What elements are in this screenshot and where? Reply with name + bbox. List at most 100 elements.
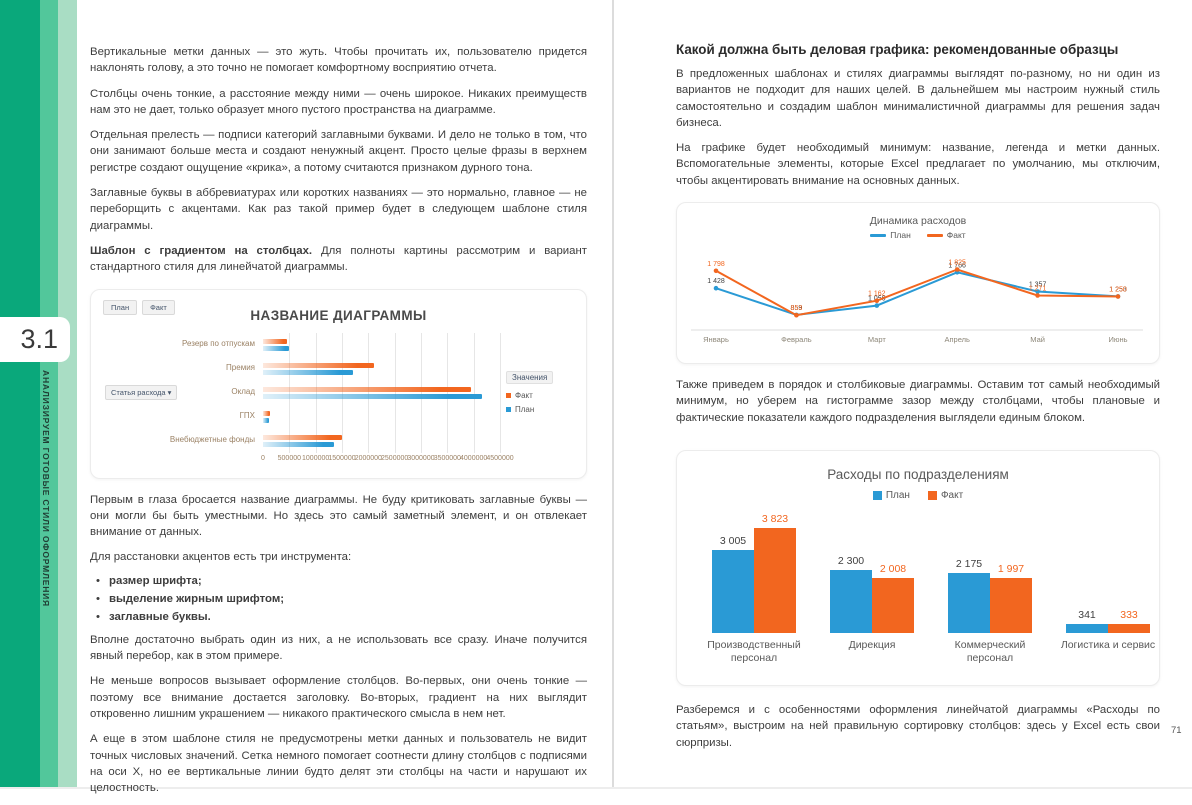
legend-item-План: План (870, 230, 911, 240)
gridline (447, 332, 449, 453)
slicer-button-Факт: Факт (142, 299, 175, 315)
data-label-Факт: 1 825 (948, 260, 966, 267)
bar-row (263, 357, 500, 381)
series-line-План (715, 271, 1119, 316)
bar-Факт-0 (263, 338, 287, 344)
month-label: Январь (703, 335, 729, 344)
column-pair: 3 005 3 823 (712, 513, 796, 634)
hbar-chart-body: Статья расхода ▾ Резерв по отпускам Преми… (105, 332, 572, 453)
sidebar-stripe-mid (40, 0, 58, 789)
data-label-План: 1 357 (1029, 282, 1047, 289)
column-group: 2 175 1 997 Коммерческий персонал (931, 558, 1049, 669)
bar-План-2 (948, 573, 990, 634)
paragraph: На графике будет необходимый минимум: на… (676, 142, 1160, 187)
gradient-bar-chart-card: План Факт НАЗВАНИЕ ДИАГРАММЫ Статья расхо… (90, 288, 587, 479)
category-label: Производственный персонал (707, 639, 801, 665)
line-chart-card: Динамика расходов План Факт Январь Февраль… (676, 202, 1160, 365)
legend-item-Факт: Факт (506, 391, 533, 400)
marker-План (874, 303, 880, 308)
page-heading: Какой должна быть деловая графика: реком… (676, 42, 1119, 57)
bar-Факт-1 (263, 362, 374, 368)
lead-bold: Шаблон с градиентом на столбцах. (90, 244, 313, 257)
bar-wrap: 2 175 (948, 558, 990, 634)
sidebar-stripe-dark (0, 0, 40, 789)
data-label-План: 341 (1078, 608, 1096, 621)
x-tick: 2500000 (381, 454, 409, 462)
legend-label: План (885, 489, 910, 501)
category-label: Внебюджетные фонды (169, 435, 255, 445)
chart-title: НАЗВАНИЕ ДИАГРАММЫ (250, 307, 427, 323)
plot-area (263, 332, 501, 453)
data-label-План: 1 428 (707, 278, 725, 285)
data-label-План: 859 (791, 305, 803, 312)
bar-План-1 (830, 569, 872, 634)
list-item: выделение жирным шрифтом; (96, 593, 587, 605)
paragraph: Вполне достаточно выбрать один из них, а… (90, 633, 587, 663)
paragraph: Столбцы очень тонкие, а расстояние между… (90, 87, 587, 116)
legend-swatch (926, 233, 943, 237)
legend-item-План: План (872, 489, 910, 501)
x-axis-ticks: 0 500000 1000000 1500000 2000000 2500000 30000… (261, 453, 514, 466)
bar-wrap: 2 008 (872, 563, 914, 634)
data-label-План: 1 766 (948, 262, 966, 269)
page-right: Какой должна быть деловая графика: реком… (676, 42, 1160, 760)
marker-План (1035, 289, 1040, 294)
bar-wrap: 3 823 (754, 513, 796, 634)
data-label-Факт: 1 162 (868, 291, 886, 298)
bar-План-3 (263, 417, 269, 423)
bar-row (263, 405, 500, 429)
legend-item-Факт: Факт (926, 230, 966, 240)
marker-Факт (1035, 293, 1040, 298)
column-groups: 3 005 3 823 Производственный персонал 2 300… (691, 513, 1155, 669)
category-label: Логистика и сервис (1060, 639, 1156, 652)
bar-wrap: 3 005 (712, 535, 754, 634)
chart-legend: План Факт (691, 490, 1145, 501)
paragraph: Первым в глаза бросается название диагра… (90, 493, 587, 539)
marker-Факт (713, 268, 719, 274)
paragraph-lead: Шаблон с градиентом на столбцах. Для пол… (90, 243, 587, 276)
category-label: Резерв по отпускам (181, 339, 255, 349)
series-line-Факт (715, 268, 1119, 317)
x-tick: 4000000 (460, 454, 488, 462)
bar-План-4 (263, 441, 335, 447)
legend-swatch (506, 393, 511, 399)
axis-field-button: Статья расхода ▾ (105, 385, 178, 401)
legend-label: План (890, 230, 911, 241)
column-group: 3 005 3 823 Производственный персонал (695, 513, 813, 669)
data-label-Факт: 1 997 (997, 563, 1025, 576)
column-group: 341 333 Логистика и сервис (1049, 609, 1167, 669)
paragraph: Отдельная прелесть — подписи категорий з… (90, 129, 587, 174)
x-tick: 3000000 (407, 454, 435, 462)
chart-title: Динамика расходов (869, 215, 967, 228)
paragraph: Разберемся и с особенностями оформления … (676, 704, 1160, 749)
chart-title: Расходы по подразделениям (827, 466, 1009, 482)
x-tick: 4500000 (486, 454, 514, 462)
chart-legend: Значения Факт План (500, 333, 572, 453)
data-label-Факт: 853 (791, 305, 803, 312)
paragraph: Также приведем в порядок и столбиковые д… (676, 379, 1160, 424)
month-label: Июнь (1108, 335, 1127, 344)
bar-wrap: 2 300 (830, 555, 872, 634)
x-tick: 1000000 (302, 454, 330, 462)
bar-План-2 (263, 393, 482, 399)
bar-План-0 (712, 550, 754, 634)
bar-wrap: 341 (1066, 608, 1108, 634)
month-label: Апрель (944, 335, 970, 344)
gridline (368, 332, 370, 453)
x-tick: 2000000 (354, 454, 382, 462)
gridline (473, 332, 475, 453)
legend-swatch (872, 490, 882, 500)
marker-Факт (954, 267, 960, 272)
gridline (341, 332, 343, 453)
paragraph: В предложенных шаблонах и стилях диаграм… (676, 68, 1160, 129)
month-label: Май (1030, 335, 1045, 344)
category-label: Дирекция (848, 639, 896, 652)
legend-label: Факт (940, 489, 964, 501)
bar-Факт-2 (990, 578, 1032, 634)
category-label: Коммерческий персонал (954, 639, 1026, 665)
bar-row (263, 333, 500, 357)
axis-field-column: Статья расхода ▾ (105, 333, 178, 453)
marker-Факт (1115, 294, 1121, 299)
marker-Факт (874, 298, 880, 304)
